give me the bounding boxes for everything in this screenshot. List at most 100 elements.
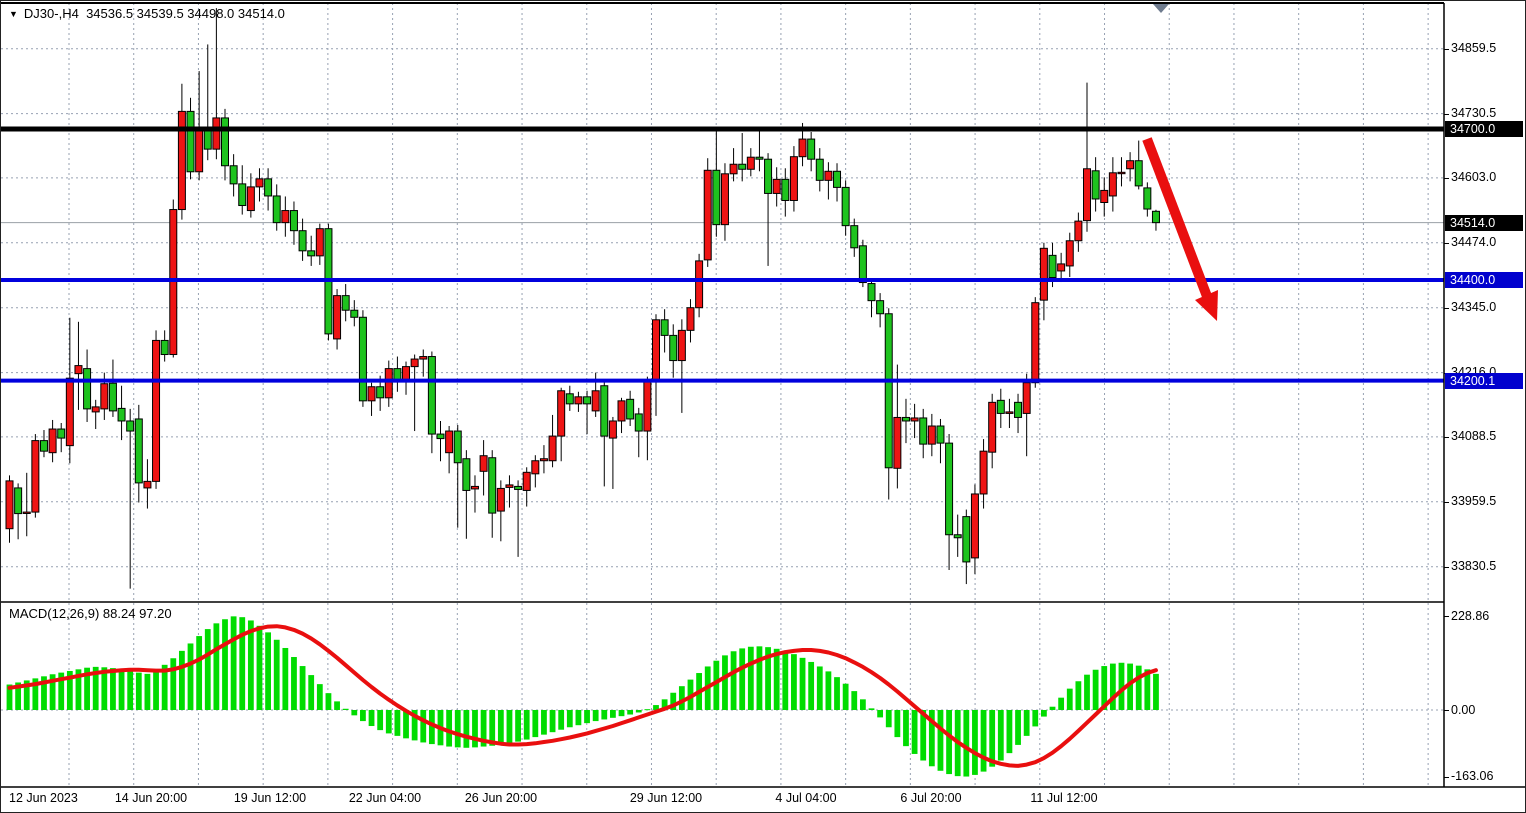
- price-axis-label: 34603.0: [1451, 170, 1497, 184]
- macd-histogram-bar: [265, 632, 271, 710]
- symbol-timeframe-label: DJ30-,H4: [23, 6, 79, 21]
- macd-histogram-bar: [1127, 663, 1133, 710]
- macd-histogram-bar: [747, 646, 754, 710]
- macd-histogram-bar: [1144, 669, 1151, 710]
- macd-histogram-bar: [739, 648, 746, 710]
- macd-histogram-bar: [213, 623, 220, 710]
- time-axis-label: 19 Jun 12:00: [233, 791, 307, 805]
- macd-histogram-bar: [782, 651, 789, 710]
- macd-histogram-bar: [1118, 662, 1125, 710]
- axis-tick: [1444, 49, 1449, 50]
- macd-histogram-bar: [799, 657, 806, 710]
- autoscroll-marker-icon[interactable]: [1153, 4, 1169, 13]
- macd-histogram-bar: [834, 677, 840, 710]
- axis-tick: [1444, 178, 1449, 179]
- macd-histogram-bar: [808, 661, 815, 710]
- macd-histogram-bar: [558, 710, 565, 730]
- macd-histogram-bar: [575, 710, 582, 726]
- macd-histogram-bar: [635, 710, 642, 713]
- macd-histogram-bar: [385, 710, 392, 734]
- macd-histogram-bar: [153, 670, 159, 710]
- axis-tick: [1444, 437, 1449, 438]
- macd-histogram-bar: [58, 672, 65, 710]
- price-axis-label: 34474.0: [1451, 235, 1497, 249]
- macd-histogram-bar: [1075, 681, 1082, 710]
- trend-arrow-head[interactable]: [1195, 290, 1218, 321]
- macd-pane[interactable]: [6, 616, 1159, 777]
- macd-histogram-bar: [15, 682, 22, 710]
- macd-histogram-bar: [282, 647, 289, 710]
- macd-histogram-bar: [480, 710, 487, 747]
- axis-tick: [1444, 710, 1449, 711]
- macd-histogram-bar: [791, 654, 797, 710]
- macd-histogram-bar: [842, 683, 849, 710]
- macd-histogram-bar: [1049, 706, 1056, 710]
- macd-indicator-label: MACD(12,26,9) 88.24 97.20: [9, 606, 172, 621]
- macd-histogram-bar: [523, 710, 530, 740]
- macd-histogram-bar: [584, 710, 590, 724]
- price-axis-label: 33830.5: [1451, 559, 1497, 573]
- macd-histogram-bar: [825, 671, 832, 710]
- macd-histogram-bar: [222, 619, 228, 710]
- trend-arrow-annotation[interactable]: [1142, 137, 1218, 321]
- macd-histogram-bar: [618, 710, 625, 717]
- macd-histogram-bar: [928, 710, 935, 767]
- macd-histogram-bar: [885, 710, 892, 728]
- macd-histogram-bar: [980, 710, 987, 772]
- macd-histogram-bar: [454, 710, 461, 748]
- macd-histogram-bar: [472, 710, 478, 748]
- macd-histogram-bar: [610, 710, 616, 718]
- price-badge-34514.0: 34514.0: [1445, 215, 1523, 231]
- macd-histogram-bar: [532, 710, 539, 738]
- macd-histogram-bar: [997, 710, 1004, 761]
- macd-histogram-bar: [1092, 669, 1099, 710]
- macd-histogram-bar: [670, 692, 677, 710]
- macd-histogram-bar: [506, 710, 513, 744]
- macd-histogram-bar: [722, 655, 728, 710]
- macd-histogram-bar: [1101, 666, 1108, 710]
- pane-frames: [1, 2, 1525, 788]
- macd-histogram-bar: [1066, 688, 1073, 710]
- price-axis-label: 33959.5: [1451, 494, 1497, 508]
- macd-histogram-bar: [489, 710, 496, 746]
- symbol-dropdown-icon[interactable]: ▼: [9, 9, 18, 19]
- price-axis-label: 34730.5: [1451, 106, 1497, 120]
- ohlc-readout: 34536.5 34539.5 34498.0 34514.0: [86, 6, 285, 21]
- macd-signal-line: [7, 624, 1158, 768]
- macd-histogram-bar: [92, 666, 99, 710]
- axis-tick: [1444, 243, 1449, 244]
- macd-histogram-bar: [368, 710, 375, 727]
- price-badge-34400.0: 34400.0: [1445, 272, 1523, 288]
- macd-histogram-bar: [110, 668, 116, 710]
- axis-tick: [1444, 308, 1449, 309]
- macd-histogram-bar: [299, 666, 306, 710]
- macd-histogram-bar: [66, 670, 73, 710]
- time-axis-label: 26 Jun 20:00: [464, 791, 538, 805]
- macd-histogram-bar: [377, 710, 384, 731]
- macd-histogram-bar: [308, 675, 315, 710]
- macd-histogram-bar: [127, 670, 134, 710]
- macd-histogram-bar: [868, 708, 875, 710]
- macd-histogram-bar: [937, 710, 944, 771]
- macd-histogram-bar: [920, 710, 927, 761]
- macd-histogram-bar: [291, 657, 297, 710]
- axis-tick: [1444, 777, 1449, 778]
- time-axis-label: 4 Jul 04:00: [775, 791, 837, 805]
- macd-histogram-bar: [541, 710, 547, 735]
- macd-histogram-bar: [894, 710, 901, 738]
- macd-histogram-bar: [187, 643, 194, 710]
- macd-histogram-bar: [653, 705, 659, 710]
- macd-histogram-bar: [1041, 710, 1047, 717]
- macd-histogram-bar: [239, 617, 246, 710]
- macd-histogram-bar: [911, 710, 918, 754]
- trend-arrow-shaft[interactable]: [1142, 137, 1213, 301]
- macd-histogram-bar: [963, 710, 970, 777]
- time-axis-label: 14 Jun 20:00: [114, 791, 188, 805]
- macd-histogram-bar: [32, 678, 39, 710]
- macd-histogram-bar: [49, 674, 56, 710]
- macd-histogram-bar: [756, 646, 763, 710]
- price-axis-label: 34859.5: [1451, 41, 1497, 55]
- price-badge-34700.0: 34700.0: [1445, 121, 1523, 137]
